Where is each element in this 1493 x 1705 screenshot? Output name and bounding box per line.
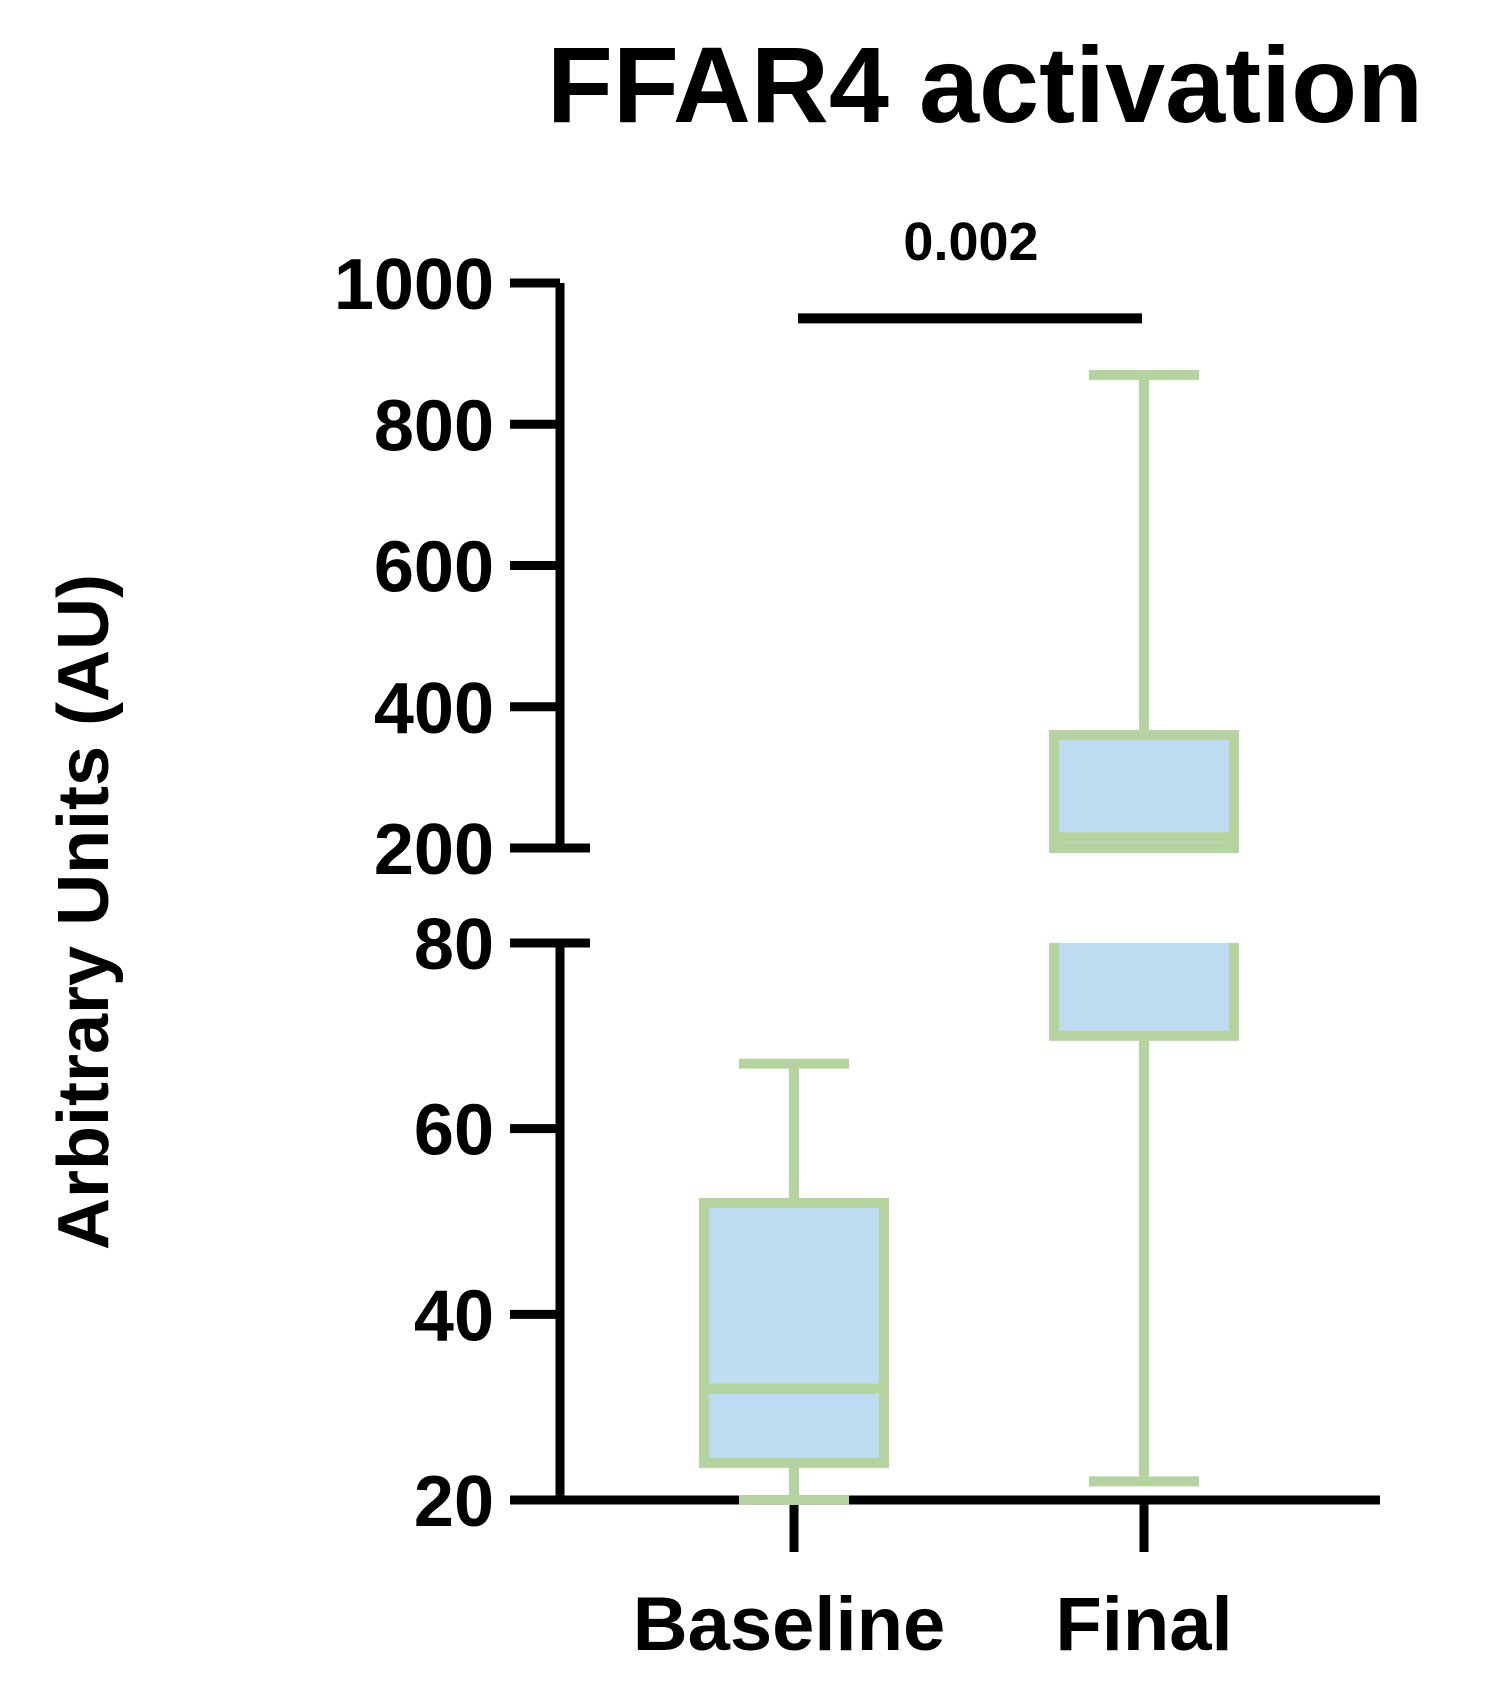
- box-final: [1049, 369, 1239, 1487]
- y-tick-label: 1000: [334, 245, 494, 325]
- y-tick-label: 80: [414, 905, 494, 985]
- box-series: [699, 369, 1239, 1505]
- box-iqr-upper-outline: [1049, 730, 1239, 853]
- y-tick-label: 800: [374, 386, 494, 466]
- annotations: 0.002: [798, 212, 1142, 324]
- y-tick-label: 600: [374, 528, 494, 608]
- box-baseline: [699, 1058, 889, 1505]
- box-iqr: [699, 1197, 889, 1468]
- y-tick-label: 60: [414, 1091, 494, 1171]
- y-tick-label: 200: [374, 810, 494, 890]
- chart-title: FFAR4 activation: [547, 24, 1423, 145]
- axes: 20 40 60 80 200 400 600 800 1000 Baseline Final: [334, 245, 1380, 1667]
- y-axis-label: Arbitrary Units (AU): [44, 574, 124, 1250]
- x-category-label: Baseline: [633, 1582, 946, 1667]
- box-iqr-lower-outline: [1049, 943, 1239, 1041]
- p-value-label: 0.002: [903, 212, 1038, 272]
- x-category-label: Final: [1055, 1582, 1232, 1667]
- y-tick-label: 40: [414, 1276, 494, 1356]
- y-tick-label: 400: [374, 669, 494, 749]
- y-tick-label: 20: [414, 1462, 494, 1542]
- box-iqr-lower: [1054, 943, 1234, 1036]
- box-iqr-upper: [1054, 735, 1234, 848]
